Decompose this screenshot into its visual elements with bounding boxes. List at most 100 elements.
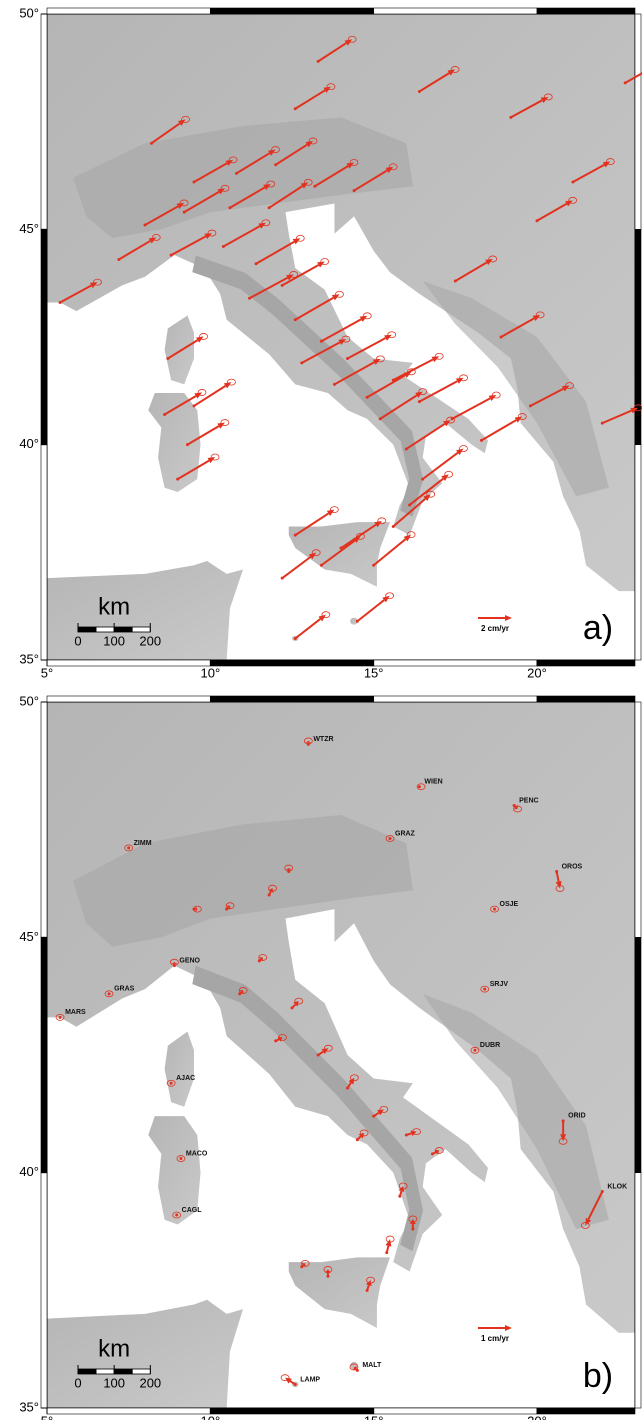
map-background bbox=[47, 702, 635, 1408]
station-marker bbox=[127, 846, 130, 849]
y-tick-label: 35° bbox=[19, 1399, 39, 1414]
border-bar bbox=[635, 14, 641, 229]
station-label: WIEN bbox=[424, 779, 442, 786]
vector-head bbox=[505, 1325, 512, 1331]
station-label: OROS bbox=[562, 863, 583, 870]
border-bar bbox=[41, 14, 47, 229]
x-tick-label: 5° bbox=[41, 665, 53, 680]
scale-segment bbox=[78, 1369, 96, 1374]
vector-shaft bbox=[282, 557, 310, 578]
station-label: KLOK bbox=[607, 1183, 627, 1190]
border-bar bbox=[635, 1173, 641, 1408]
vector-head bbox=[505, 615, 512, 621]
scale-segment bbox=[114, 1369, 132, 1374]
border-bar bbox=[210, 1408, 373, 1414]
station-label: AJAC bbox=[176, 1075, 195, 1082]
station-label: LAMP bbox=[300, 1376, 320, 1383]
y-tick-label: 50° bbox=[19, 5, 39, 20]
velocity-vector bbox=[451, 392, 501, 420]
y-tick-label: 40° bbox=[19, 436, 39, 451]
station-marker bbox=[179, 1157, 182, 1160]
vector-shaft bbox=[290, 1381, 295, 1384]
border-bar bbox=[374, 660, 537, 666]
station-label: GENO bbox=[179, 957, 200, 964]
x-tick-label: 15° bbox=[364, 665, 384, 680]
station-label: GRAS bbox=[114, 986, 135, 993]
border-bar bbox=[41, 1173, 47, 1408]
panel-label: a) bbox=[583, 609, 613, 647]
station-label: ORID bbox=[568, 1113, 586, 1120]
border-bar bbox=[210, 8, 373, 14]
station-label: ZIMM bbox=[134, 840, 152, 847]
station-label: SRJV bbox=[490, 981, 509, 988]
border-bar bbox=[41, 445, 47, 660]
station-label: WTZR bbox=[313, 736, 333, 743]
station-marker bbox=[108, 992, 111, 995]
border-bar bbox=[537, 660, 635, 666]
velocity-vector bbox=[421, 446, 467, 481]
station-marker bbox=[389, 837, 392, 840]
border-bar bbox=[374, 1408, 537, 1414]
map-background bbox=[47, 14, 635, 660]
velocity-vector bbox=[356, 593, 394, 623]
x-tick-label: 20° bbox=[527, 665, 547, 680]
scale-segment bbox=[114, 627, 132, 632]
border-bar bbox=[47, 8, 210, 14]
y-tick-label: 35° bbox=[19, 651, 39, 666]
y-tick-label: 45° bbox=[19, 221, 39, 236]
scale-label: 100 bbox=[103, 633, 125, 648]
reference-vector bbox=[478, 615, 512, 621]
scale-unit: km bbox=[98, 593, 130, 620]
scale-label: 200 bbox=[139, 633, 161, 648]
border-bar bbox=[374, 8, 537, 14]
y-tick-label: 40° bbox=[19, 1164, 39, 1179]
x-tick-label: 10° bbox=[200, 665, 220, 680]
reference-label: 2 cm/yr bbox=[481, 624, 509, 633]
station-label: MACO bbox=[186, 1150, 208, 1157]
border-bar bbox=[635, 702, 641, 937]
scale-segment bbox=[132, 1369, 150, 1374]
border-bar bbox=[47, 660, 210, 666]
station-label: CAGL bbox=[182, 1207, 203, 1214]
station-marker bbox=[473, 1049, 476, 1052]
station-label: GRAZ bbox=[395, 830, 416, 837]
scale-label: 200 bbox=[139, 1375, 161, 1390]
station-marker bbox=[175, 1214, 178, 1217]
station-marker bbox=[493, 908, 496, 911]
reference-label: 1 cm/yr bbox=[481, 1334, 509, 1343]
scale-segment bbox=[96, 1369, 114, 1374]
border-bar bbox=[47, 696, 210, 702]
station-marker bbox=[418, 785, 421, 788]
scale-segment bbox=[132, 627, 150, 632]
x-tick-label: 20° bbox=[527, 1413, 547, 1420]
y-tick-label: 50° bbox=[19, 693, 39, 708]
border-bar bbox=[41, 229, 47, 444]
border-bar bbox=[635, 937, 641, 1172]
station-label: PENC bbox=[519, 797, 538, 804]
station-marker bbox=[483, 988, 486, 991]
vector-shaft bbox=[295, 619, 320, 639]
panel-label: b) bbox=[583, 1357, 613, 1395]
y-tick-label: 45° bbox=[19, 929, 39, 944]
border-bar bbox=[635, 445, 641, 660]
station-marker bbox=[59, 1016, 62, 1019]
vector-shaft bbox=[357, 600, 384, 621]
border-bar bbox=[210, 660, 373, 666]
border-bar bbox=[537, 1408, 635, 1414]
vector-shaft bbox=[387, 1246, 389, 1253]
station-label: DUBR bbox=[480, 1042, 500, 1049]
scale-segment bbox=[96, 627, 114, 632]
station-label: OSJE bbox=[500, 901, 519, 908]
figure: 5°10°15°20°35°40°45°50°2 cm/yrkm0100200a… bbox=[0, 0, 642, 1420]
velocity-vector bbox=[385, 1236, 394, 1254]
border-bar bbox=[41, 702, 47, 937]
border-bar bbox=[635, 229, 641, 444]
scale-label: 100 bbox=[103, 1375, 125, 1390]
scale-unit: km bbox=[98, 1335, 130, 1362]
x-tick-label: 5° bbox=[41, 1413, 53, 1420]
velocity-vector bbox=[480, 414, 526, 442]
station-marker bbox=[170, 1082, 173, 1085]
reference-vector bbox=[478, 1325, 512, 1331]
vector-shaft bbox=[481, 420, 516, 440]
x-tick-label: 15° bbox=[364, 1413, 384, 1420]
